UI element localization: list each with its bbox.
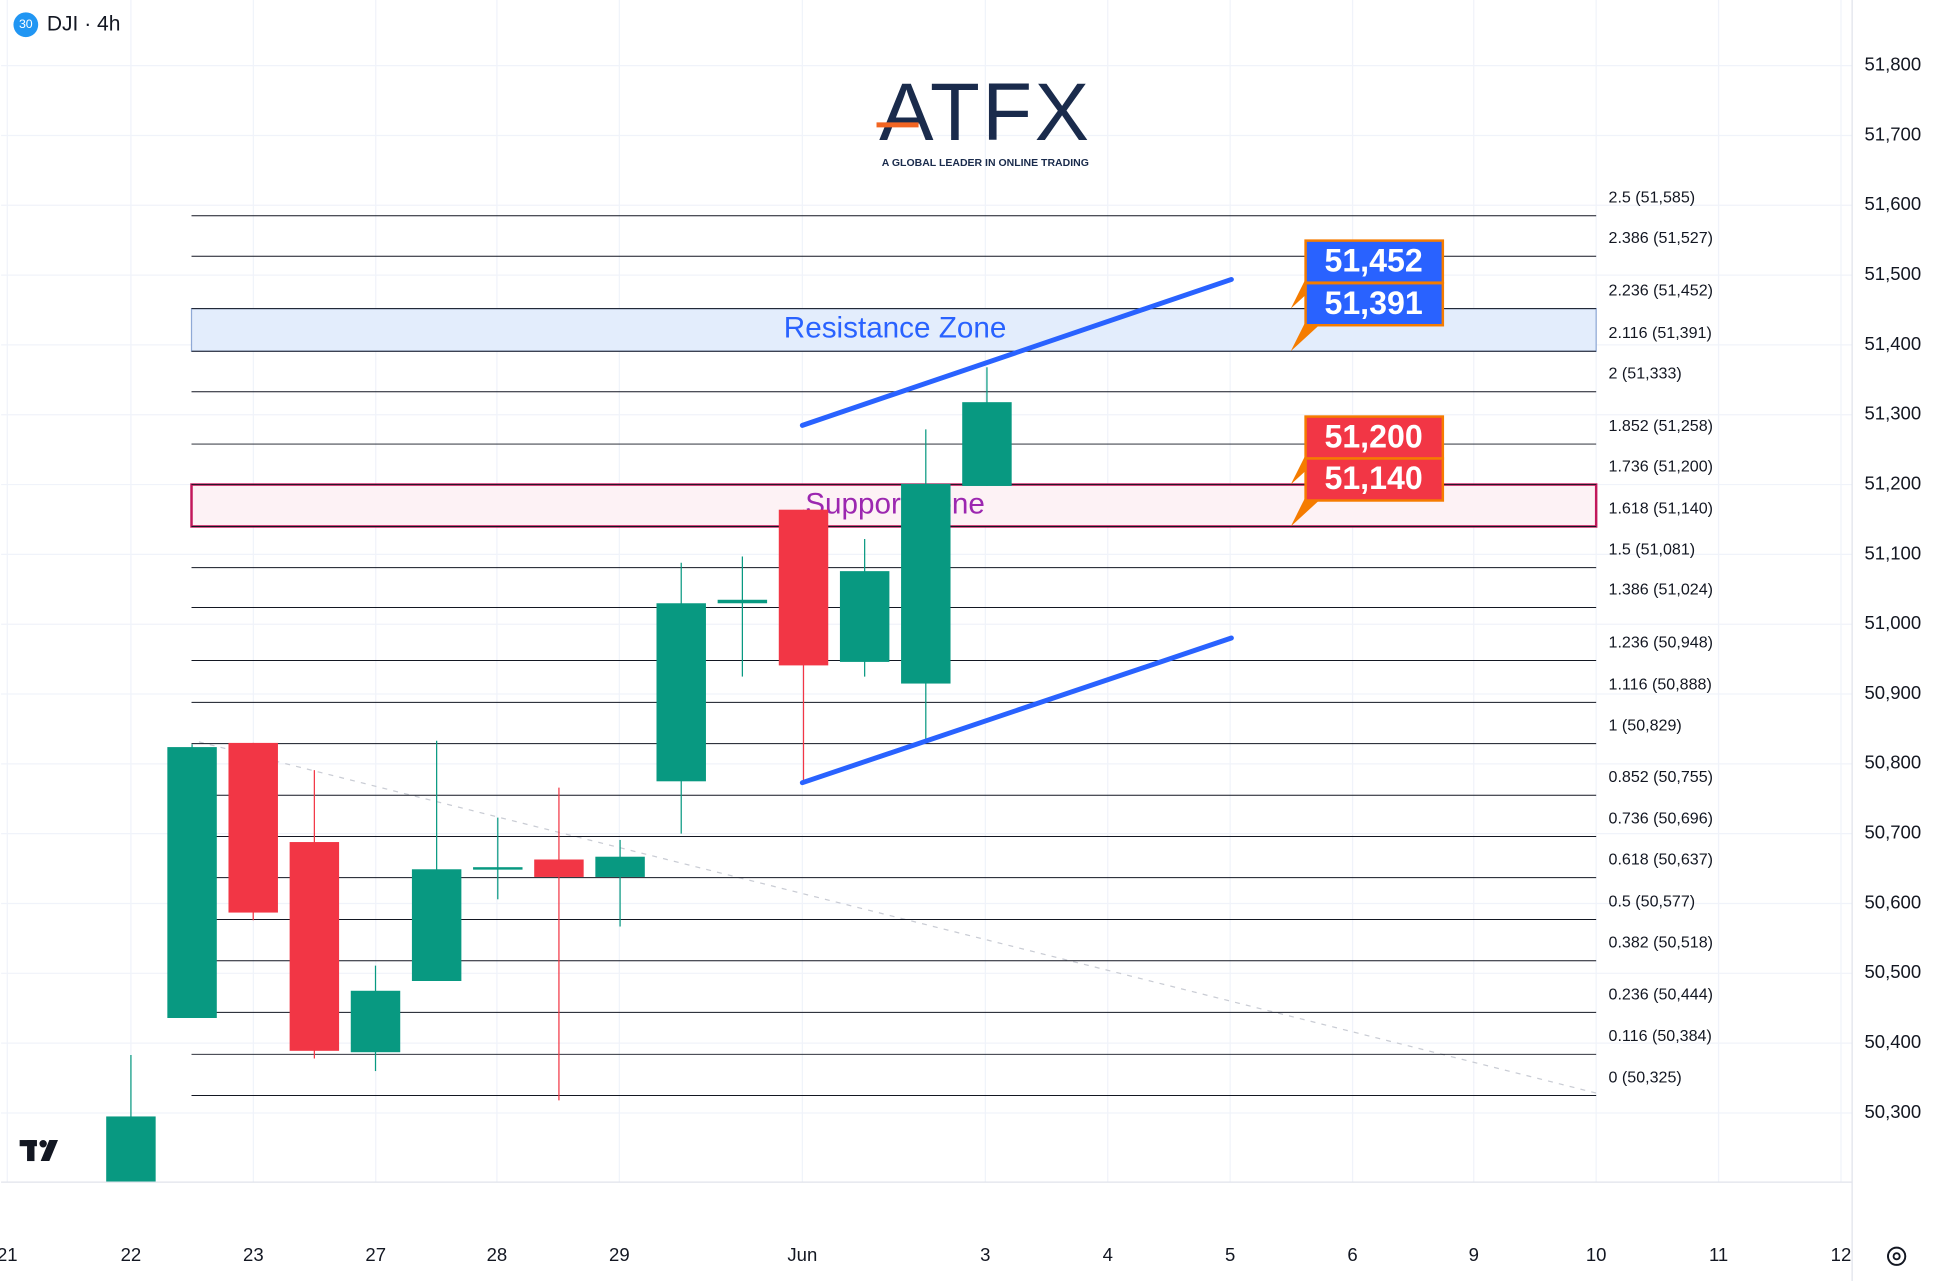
- x-tick-label: 11: [1709, 1244, 1728, 1265]
- zone-label: Support Zone: [805, 487, 985, 520]
- fib-label: 0.5 (50,577): [1609, 892, 1696, 910]
- y-tick-label: 51,800: [1864, 54, 1921, 75]
- fib-label: 2.5 (51,585): [1609, 189, 1696, 207]
- trend-line: [799, 276, 1234, 428]
- candle-body: [350, 990, 401, 1053]
- price-tag-label: 51,140: [1324, 460, 1422, 496]
- trend-line: [799, 635, 1234, 786]
- fib-label: 1.852 (51,258): [1609, 417, 1714, 435]
- candle-body: [228, 742, 278, 913]
- fib-label: 0.618 (50,637): [1609, 851, 1714, 869]
- fib-label: 0.116 (50,384): [1609, 1027, 1712, 1045]
- x-tick-label: 3: [980, 1244, 990, 1265]
- brand-tagline: A GLOBAL LEADER IN ONLINE TRADING: [882, 157, 1089, 169]
- settings-button[interactable]: [1886, 1246, 1907, 1266]
- symbol-badge: [13, 12, 39, 38]
- candle-body: [106, 1116, 156, 1183]
- x-tick-label: 5: [1225, 1244, 1235, 1265]
- fib-label: 2.386 (51,527): [1609, 229, 1714, 247]
- x-tick-label: Jun: [787, 1244, 817, 1265]
- y-tick-label: 50,400: [1864, 1031, 1921, 1052]
- x-tick-label: 6: [1347, 1244, 1357, 1265]
- y-tick-label: 50,600: [1864, 891, 1921, 912]
- candle-body: [167, 747, 217, 1019]
- fib-label: 0 (50,325): [1609, 1068, 1682, 1086]
- trend-line-dashed: [198, 741, 1597, 1094]
- fib-label: 1.236 (50,948): [1609, 633, 1714, 651]
- price-tag: [1304, 457, 1445, 502]
- y-tick-label: 51,600: [1864, 193, 1921, 214]
- y-tick-label: 51,500: [1864, 263, 1921, 284]
- candle-body: [534, 859, 584, 877]
- y-tick-label: 50,800: [1864, 752, 1921, 773]
- zone-label: Resistance Zone: [784, 312, 1007, 345]
- fib-label: 0.736 (50,696): [1609, 809, 1714, 827]
- tv-logo: [19, 1140, 58, 1162]
- y-tick-label: 50,900: [1864, 682, 1921, 703]
- price-tag: [1304, 281, 1445, 327]
- candle-body: [839, 571, 890, 662]
- y-tick-label: 50,300: [1864, 1101, 1921, 1122]
- y-tick-label: 50,500: [1864, 961, 1921, 982]
- price-tag-label: 51,452: [1324, 242, 1422, 278]
- candle-body: [595, 856, 645, 877]
- y-tick-label: 50,700: [1864, 822, 1921, 843]
- fib-label: 1 (50,829): [1609, 717, 1682, 735]
- plot-area: Resistance Zone Support Zone: [106, 215, 1598, 1183]
- candle-body: [962, 402, 1012, 486]
- y-tick-label: 51,000: [1864, 612, 1921, 633]
- fib-label: 2.236 (51,452): [1609, 282, 1714, 300]
- fib-label: 1.736 (51,200): [1609, 458, 1714, 476]
- x-tick-label: 28: [487, 1244, 508, 1265]
- x-tick-label: 29: [609, 1244, 630, 1265]
- y-tick-label: 51,200: [1864, 472, 1921, 493]
- fib-label: 2 (51,333): [1609, 365, 1682, 383]
- x-tick-label: 12: [1831, 1244, 1852, 1265]
- x-tick-label: 21: [0, 1244, 18, 1265]
- price-tag: [1304, 415, 1445, 460]
- y-tick-label: 51,400: [1864, 333, 1921, 354]
- x-tick-label: 4: [1103, 1244, 1113, 1265]
- y-tick-label: 51,300: [1864, 403, 1921, 424]
- y-tick-label: 51,100: [1864, 542, 1921, 563]
- x-tick-label: 22: [121, 1244, 142, 1265]
- candle-body: [717, 599, 768, 604]
- brand-name: ATFX: [879, 67, 1091, 158]
- fib-label: 1.116 (50,888): [1609, 675, 1712, 693]
- fib-label: 1.5 (51,081): [1609, 541, 1696, 559]
- fib-label: 0.382 (50,518): [1609, 934, 1714, 952]
- fib-label: 2.116 (51,391): [1609, 324, 1712, 342]
- fib-label: 1.618 (51,140): [1609, 499, 1714, 517]
- badge-text: 30: [19, 17, 33, 31]
- candle-body: [901, 483, 951, 684]
- price-tag: [1304, 239, 1445, 284]
- candle-body: [778, 509, 829, 666]
- price-tag-label: 51,391: [1324, 285, 1422, 321]
- chart-title[interactable]: DJI · 4h: [47, 12, 121, 35]
- fib-label: 1.386 (51,024): [1609, 580, 1714, 598]
- x-tick-label: 10: [1586, 1244, 1607, 1265]
- price-tag-label: 51,200: [1324, 418, 1422, 454]
- y-tick-label: 51,700: [1864, 123, 1921, 144]
- fib-label: 0.852 (50,755): [1609, 768, 1714, 786]
- candle-body: [411, 869, 462, 981]
- candle-body: [289, 842, 340, 1051]
- x-tick-label: 27: [365, 1244, 386, 1265]
- x-tick-label: 23: [243, 1244, 264, 1265]
- grid: [1, 0, 1853, 1183]
- fib-label: 0.236 (50,444): [1609, 985, 1714, 1003]
- candle-body: [473, 867, 523, 870]
- candle-body: [656, 603, 706, 782]
- x-tick-label: 9: [1469, 1244, 1479, 1265]
